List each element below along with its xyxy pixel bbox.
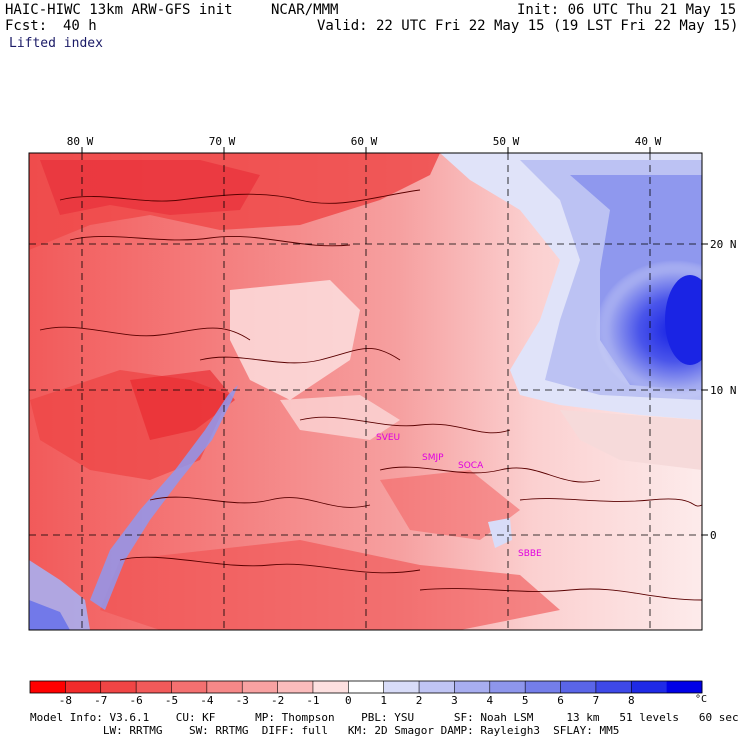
lat-label-20n: 20 N xyxy=(710,238,737,251)
legend-swatch xyxy=(206,681,243,693)
legend-swatch xyxy=(242,681,279,693)
legend-tick-label: 5 xyxy=(522,694,529,707)
legend-swatch xyxy=(454,681,491,693)
legend-tick-label: -4 xyxy=(200,694,214,707)
legend-swatch xyxy=(383,681,420,693)
legend-swatch xyxy=(560,681,597,693)
legend-swatch xyxy=(100,681,137,693)
org-label: NCAR/MMM xyxy=(271,2,339,18)
lon-label-60w: 60 W xyxy=(351,135,378,148)
legend-tick-label: -8 xyxy=(59,694,72,707)
field-shading xyxy=(29,153,702,630)
legend-swatch xyxy=(30,681,66,693)
lat-label-0: 0 xyxy=(710,529,717,542)
legend-tick-label: -1 xyxy=(306,694,319,707)
legend-frame xyxy=(29,680,703,694)
lon-label-40w: 40 W xyxy=(635,135,662,148)
legend-tick-label: 1 xyxy=(380,694,387,707)
model-info-line1: Model Info: V3.6.1 CU: KF MP: Thompson P… xyxy=(30,711,739,724)
station-soca: SOCA xyxy=(458,461,484,471)
field-name: Lifted index xyxy=(9,36,103,51)
fcst-value: 40 h xyxy=(63,18,97,34)
legend-swatch xyxy=(277,681,314,693)
legend-swatch xyxy=(666,681,703,693)
station-sbbe: SBBE xyxy=(518,549,542,559)
legend-swatch xyxy=(171,681,208,693)
contour-lines xyxy=(39,189,702,601)
lon-label-70w: 70 W xyxy=(209,135,236,148)
legend-tick-label: 7 xyxy=(593,694,600,707)
legend-tick-label: -6 xyxy=(129,694,142,707)
legend-tick-label: -2 xyxy=(271,694,284,707)
legend-tick-label: 4 xyxy=(486,694,493,707)
legend-tick-label: 3 xyxy=(451,694,458,707)
legend-swatch xyxy=(525,681,562,693)
legend-tick-label: -3 xyxy=(236,694,249,707)
fcst-label: Fcst: xyxy=(5,18,48,34)
valid-time: Valid: 22 UTC Fri 22 May 15 (19 LST Fri … xyxy=(317,18,739,34)
lon-label-80w: 80 W xyxy=(67,135,94,148)
legend-tick-label: 2 xyxy=(416,694,423,707)
legend-unit: °C xyxy=(695,694,708,705)
legend-tick-label: -7 xyxy=(94,694,107,707)
legend-swatch xyxy=(489,681,526,693)
legend-tick-label: 8 xyxy=(628,694,635,707)
legend-swatch xyxy=(595,681,632,693)
legend-tick-label: 0 xyxy=(345,694,352,707)
legend-swatch xyxy=(348,681,385,693)
color-legend: -8 -7 -6 -5 -4 -3 -2 -1 0 1 2 3 4 5 6 7 8 xyxy=(29,680,703,707)
legend-tick-label: -5 xyxy=(165,694,178,707)
legend-swatch xyxy=(419,681,455,693)
axis-ticks xyxy=(81,147,708,536)
station-smjp: SMJP xyxy=(422,453,444,463)
legend-swatch xyxy=(631,681,668,693)
lon-label-50w: 50 W xyxy=(493,135,520,148)
graticule xyxy=(29,153,702,630)
init-time: Init: 06 UTC Thu 21 May 15 xyxy=(517,2,737,18)
model-title: HAIC-HIWC 13km ARW-GFS init xyxy=(5,2,233,18)
legend-swatch xyxy=(312,681,349,693)
station-sveu: SVEU xyxy=(376,433,400,443)
model-info-line2: LW: RRTMG SW: RRTMG DIFF: full KM: 2D Sm… xyxy=(30,724,620,737)
legend-swatch xyxy=(65,681,102,693)
lat-label-10n: 10 N xyxy=(710,384,737,397)
legend-swatch xyxy=(136,681,172,693)
legend-tick-label: 6 xyxy=(557,694,564,707)
